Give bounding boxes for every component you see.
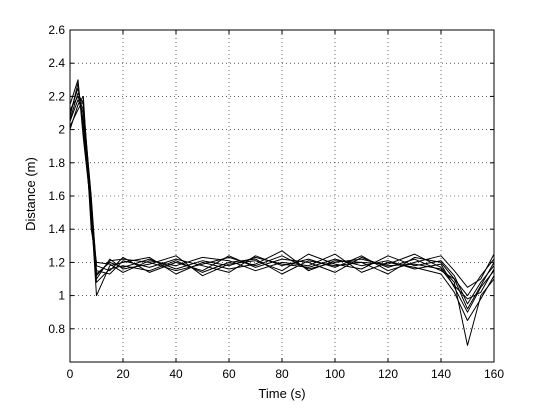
x-tick-label: 60: [222, 367, 236, 381]
x-tick-label: 20: [116, 367, 130, 381]
y-tick-label: 1.4: [48, 222, 65, 236]
x-axis-label: Time (s): [258, 386, 305, 401]
y-tick-label: 2.4: [48, 56, 65, 70]
y-tick-label: 2: [58, 123, 65, 137]
y-axis-label: Distance (m): [23, 157, 38, 231]
x-tick-label: 40: [169, 367, 183, 381]
x-tick-label: 140: [431, 367, 451, 381]
y-tick-label: 0.8: [48, 322, 65, 336]
ticks: 0 20 40 60 80 100 120 140 160 0.8 1 1.2 1.4 1.6 1.8 2 2.…: [48, 23, 504, 381]
y-tick-label: 1.6: [48, 189, 65, 203]
y-tick-label: 1: [58, 289, 65, 303]
x-tick-label: 0: [67, 367, 74, 381]
x-tick-label: 160: [484, 367, 504, 381]
x-tick-label: 80: [275, 367, 289, 381]
series-line-7: [69, 79, 495, 310]
x-tick-label: 100: [325, 367, 345, 381]
series-line-8: [69, 92, 495, 300]
y-tick-label: 2.6: [48, 23, 65, 37]
y-tick-label: 1.2: [48, 255, 65, 269]
y-tick-label: 2.2: [48, 89, 65, 103]
series-group: [69, 79, 495, 346]
series-line-4: [69, 82, 495, 346]
y-tick-label: 1.8: [48, 156, 65, 170]
x-tick-label: 120: [378, 367, 398, 381]
